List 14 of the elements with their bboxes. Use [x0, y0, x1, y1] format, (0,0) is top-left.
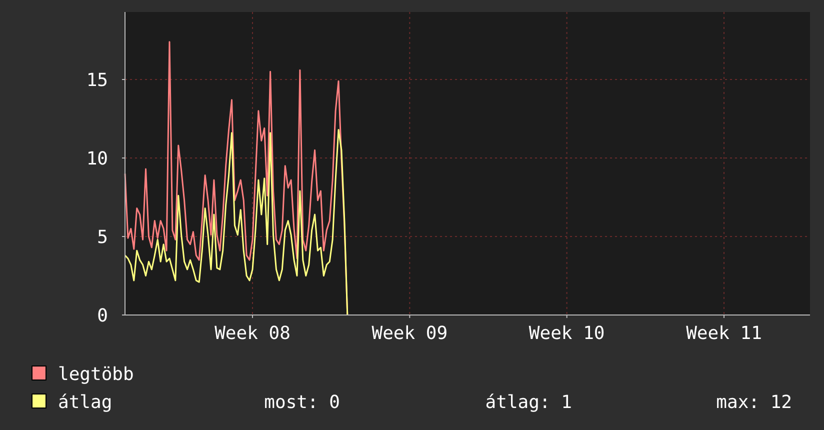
legend-label: legtöbb — [58, 364, 134, 385]
text: most: 0 — [264, 392, 340, 413]
y-tick-label: 15 — [86, 70, 108, 91]
x-tick-label: Week 08 — [214, 323, 290, 344]
text: átlag: 1 — [485, 392, 572, 413]
text: max: 12 — [716, 392, 792, 413]
line-series — [124, 128, 348, 316]
x-tick-label: Week 11 — [686, 323, 762, 344]
legend-label: átlag — [58, 392, 112, 413]
y-tick-label: 5 — [97, 226, 108, 248]
y-tick-label: 0 — [97, 305, 108, 326]
y-tick-label: 10 — [86, 148, 108, 170]
x-tick-label: Week 10 — [528, 323, 605, 344]
x-tick-label: Week 09 — [372, 323, 448, 344]
